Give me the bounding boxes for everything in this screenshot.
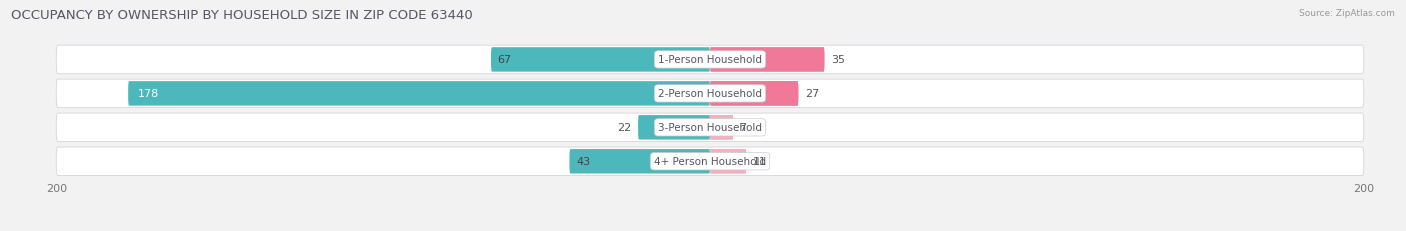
Text: 4+ Person Household: 4+ Person Household	[654, 157, 766, 167]
FancyBboxPatch shape	[491, 48, 710, 72]
FancyBboxPatch shape	[710, 82, 799, 106]
FancyBboxPatch shape	[56, 114, 1364, 142]
FancyBboxPatch shape	[56, 147, 1364, 176]
FancyBboxPatch shape	[56, 80, 1364, 108]
FancyBboxPatch shape	[710, 149, 747, 174]
Text: 22: 22	[617, 123, 631, 133]
FancyBboxPatch shape	[710, 116, 733, 140]
FancyBboxPatch shape	[710, 149, 747, 174]
Text: 27: 27	[804, 89, 820, 99]
FancyBboxPatch shape	[638, 116, 710, 140]
Text: 11: 11	[752, 157, 766, 167]
Text: 43: 43	[576, 157, 591, 167]
FancyBboxPatch shape	[710, 82, 799, 106]
FancyBboxPatch shape	[710, 48, 824, 72]
FancyBboxPatch shape	[128, 82, 710, 106]
Text: 67: 67	[498, 55, 512, 65]
Text: Source: ZipAtlas.com: Source: ZipAtlas.com	[1299, 9, 1395, 18]
Text: 178: 178	[138, 89, 159, 99]
FancyBboxPatch shape	[56, 46, 1364, 74]
Text: 3-Person Household: 3-Person Household	[658, 123, 762, 133]
Text: OCCUPANCY BY OWNERSHIP BY HOUSEHOLD SIZE IN ZIP CODE 63440: OCCUPANCY BY OWNERSHIP BY HOUSEHOLD SIZE…	[11, 9, 472, 22]
FancyBboxPatch shape	[710, 116, 733, 140]
Text: 7: 7	[740, 123, 747, 133]
Text: 35: 35	[831, 55, 845, 65]
Text: 2-Person Household: 2-Person Household	[658, 89, 762, 99]
FancyBboxPatch shape	[710, 48, 824, 72]
FancyBboxPatch shape	[569, 149, 710, 174]
Text: 1-Person Household: 1-Person Household	[658, 55, 762, 65]
